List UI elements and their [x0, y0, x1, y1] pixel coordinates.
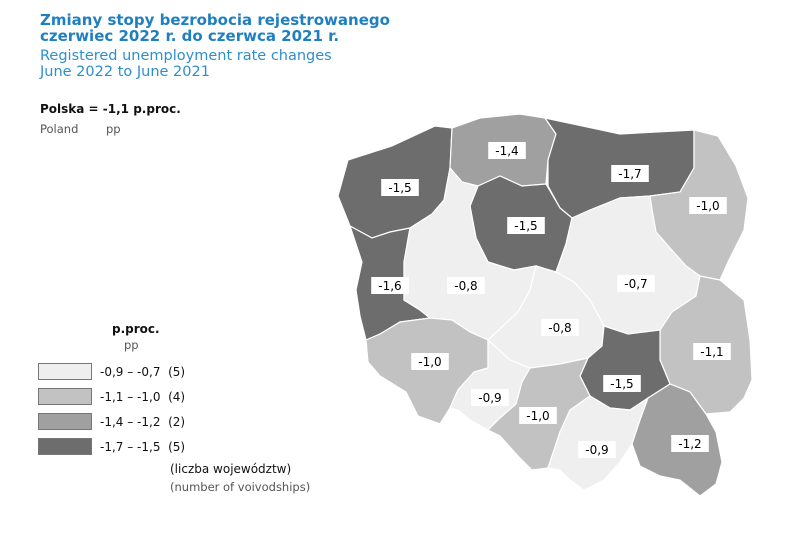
- map-title-block: Zmiany stopy bezrobocia rejestrowanego c…: [40, 12, 390, 80]
- labels-layer: -1,5 -1,4 -1,7 -1,0 -1,5 -1,6 -0,8 -0,7 -0,8 -1,1…: [371, 142, 731, 458]
- region-label-box: [617, 275, 655, 292]
- legend-swatch: [38, 388, 92, 405]
- legend-row: -0,9 – -0,7 (5): [38, 362, 310, 381]
- region-value-label: -0,7: [624, 277, 647, 291]
- legend-unit-pl: p.proc.: [112, 322, 160, 336]
- region-value-label: -0,8: [454, 279, 477, 293]
- region-value-label: -1,1: [700, 345, 723, 359]
- region-value-label: -1,0: [526, 409, 549, 423]
- title-en-line2: June 2022 to June 2021: [40, 64, 210, 80]
- region-label-box: [541, 319, 579, 336]
- legend-swatch: [38, 413, 92, 430]
- region-label-box: [371, 277, 409, 294]
- title-pl-line1: Zmiany stopy bezrobocia rejestrowanego: [40, 11, 390, 29]
- region-label-box: [488, 142, 526, 159]
- region-value-label: -1,7: [618, 167, 641, 181]
- region-label-box: [671, 435, 709, 452]
- region-label-box: [611, 165, 649, 182]
- national-value-en: Poland pp: [40, 122, 181, 136]
- region-label-box: [471, 389, 509, 406]
- region-label-box: [381, 179, 419, 196]
- region-value-label: -1,0: [418, 355, 441, 369]
- region-value-label: -1,4: [495, 144, 518, 158]
- legend-row: -1,4 – -1,2 (2): [38, 412, 310, 431]
- region-value-label: -1,2: [678, 437, 701, 451]
- region-value-label: -1,5: [514, 219, 537, 233]
- title-pl-line2: czerwiec 2022 r. do czerwca 2021 r.: [40, 27, 340, 45]
- national-unit-en: pp: [106, 122, 121, 136]
- region-label-box: [689, 197, 727, 214]
- legend-class-label: -0,9 – -0,7 (5): [100, 364, 186, 379]
- region-label-box: [578, 441, 616, 458]
- national-value: Polska = -1,1 p.proc. Poland pp: [40, 102, 181, 136]
- legend: p.proc. pp -0,9 – -0,7 (5) -1,1 – -1,0 (4…: [38, 322, 310, 494]
- legend-rows: -0,9 – -0,7 (5) -1,1 – -1,0 (4) -1,4 – -1,…: [38, 362, 310, 456]
- region-value-label: -0,8: [548, 321, 571, 335]
- region-value-label: -0,9: [585, 443, 608, 457]
- region-label-box: [447, 277, 485, 294]
- legend-class-label: -1,4 – -1,2 (2): [100, 414, 186, 429]
- region-value-label: -1,6: [378, 279, 401, 293]
- legend-row: -1,7 – -1,5 (5): [38, 437, 310, 456]
- legend-note-en: (number of voivodships): [170, 480, 311, 494]
- legend-swatch: [38, 438, 92, 455]
- title-en-line1: Registered unemployment rate changes: [40, 48, 332, 64]
- legend-class-label: -1,7 – -1,5 (5): [100, 439, 186, 454]
- national-country-en: Poland: [40, 122, 79, 136]
- region-label-box: [519, 407, 557, 424]
- legend-class-label: -1,1 – -1,0 (4): [100, 389, 186, 404]
- region-value-label: -1,0: [696, 199, 719, 213]
- legend-unit-en: pp: [124, 338, 139, 352]
- legend-swatch: [38, 363, 92, 380]
- region-label-box: [693, 343, 731, 360]
- legend-row: -1,1 – -1,0 (4): [38, 387, 310, 406]
- region-label-box: [507, 217, 545, 234]
- region-label-box: [603, 375, 641, 392]
- legend-note-pl: (liczba województw): [170, 462, 292, 476]
- region-label-box: [411, 353, 449, 370]
- region-value-label: -1,5: [388, 181, 411, 195]
- national-value-pl: Polska = -1,1 p.proc.: [40, 102, 181, 116]
- region-value-label: -1,5: [610, 377, 633, 391]
- region-value-label: -0,9: [478, 391, 501, 405]
